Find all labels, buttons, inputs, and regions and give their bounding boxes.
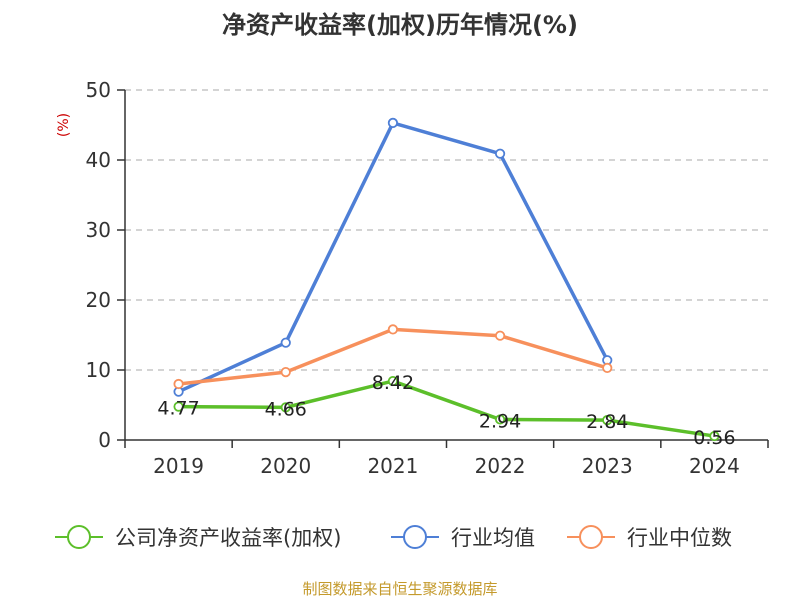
- source-note: 制图数据来自恒生聚源数据库: [302, 580, 497, 598]
- axes: 0 10 20 30 40 50 2019 2020 2021 2022 2023 2024: [86, 78, 769, 478]
- x-tick-label-2023: 2023: [582, 454, 633, 478]
- y-tick-label-0: 0: [98, 428, 111, 452]
- x-tick-label-2021: 2021: [367, 454, 418, 478]
- legend-label-2: 行业中位数: [627, 526, 732, 550]
- y-axis-label: (%): [56, 113, 72, 137]
- data-label-2022: 2.94: [479, 410, 521, 432]
- legend: 公司净资产收益率(加权) 行业均值 行业中位数: [55, 525, 732, 550]
- legend-marker-1: [403, 525, 427, 549]
- legend-label-1: 行业均值: [451, 526, 535, 550]
- x-tick-label-2020: 2020: [260, 454, 311, 478]
- series-1-point-2020: [280, 337, 291, 348]
- data-label-2024: 0.56: [693, 427, 735, 449]
- x-tick-label-2024: 2024: [689, 454, 740, 478]
- y-tick-label-10: 10: [86, 358, 111, 382]
- series-0-point-2022: [494, 414, 506, 425]
- series-0-point-2020: [280, 402, 291, 413]
- chart-title: 净资产收益率(加权)历年情况(%): [222, 11, 578, 39]
- series-2-point-2019: [173, 378, 184, 390]
- y-tick-label-20: 20: [86, 288, 111, 312]
- data-labels: 4.77 4.66 8.42 2.94 2.84 0.56: [157, 372, 735, 449]
- legend-marker-0: [67, 525, 91, 549]
- legend-label-0: 公司净资产收益率(加权): [115, 526, 341, 550]
- data-label-2023: 2.84: [586, 411, 628, 433]
- series-line-0: [178, 379, 715, 438]
- y-tick-label-30: 30: [86, 218, 111, 242]
- x-tick-label-2022: 2022: [475, 454, 526, 478]
- series-0-point-2024: [709, 430, 720, 442]
- series-0-point-2023: [602, 415, 613, 426]
- series-0-point-2021: [387, 375, 399, 387]
- data-label-2021: 8.42: [372, 372, 414, 394]
- series-1-point-2022: [494, 148, 506, 159]
- y-tick-label-40: 40: [86, 148, 111, 172]
- series-0-point-2019: [173, 401, 184, 412]
- series-layer: [173, 117, 720, 442]
- series-1-point-2021: [387, 117, 399, 129]
- legend-marker-2: [579, 525, 603, 549]
- series-2-point-2020: [280, 366, 291, 378]
- grid-lines: [125, 89, 768, 371]
- data-label-2020: 4.66: [265, 398, 307, 420]
- x-tick-label-2019: 2019: [153, 454, 204, 478]
- data-label-2019: 4.77: [157, 398, 199, 420]
- series-2-point-2023: [602, 362, 613, 373]
- series-2-point-2022: [494, 330, 506, 341]
- series-2-point-2021: [387, 324, 399, 335]
- series-line-1: [177, 121, 609, 394]
- y-tick-label-50: 50: [86, 78, 111, 102]
